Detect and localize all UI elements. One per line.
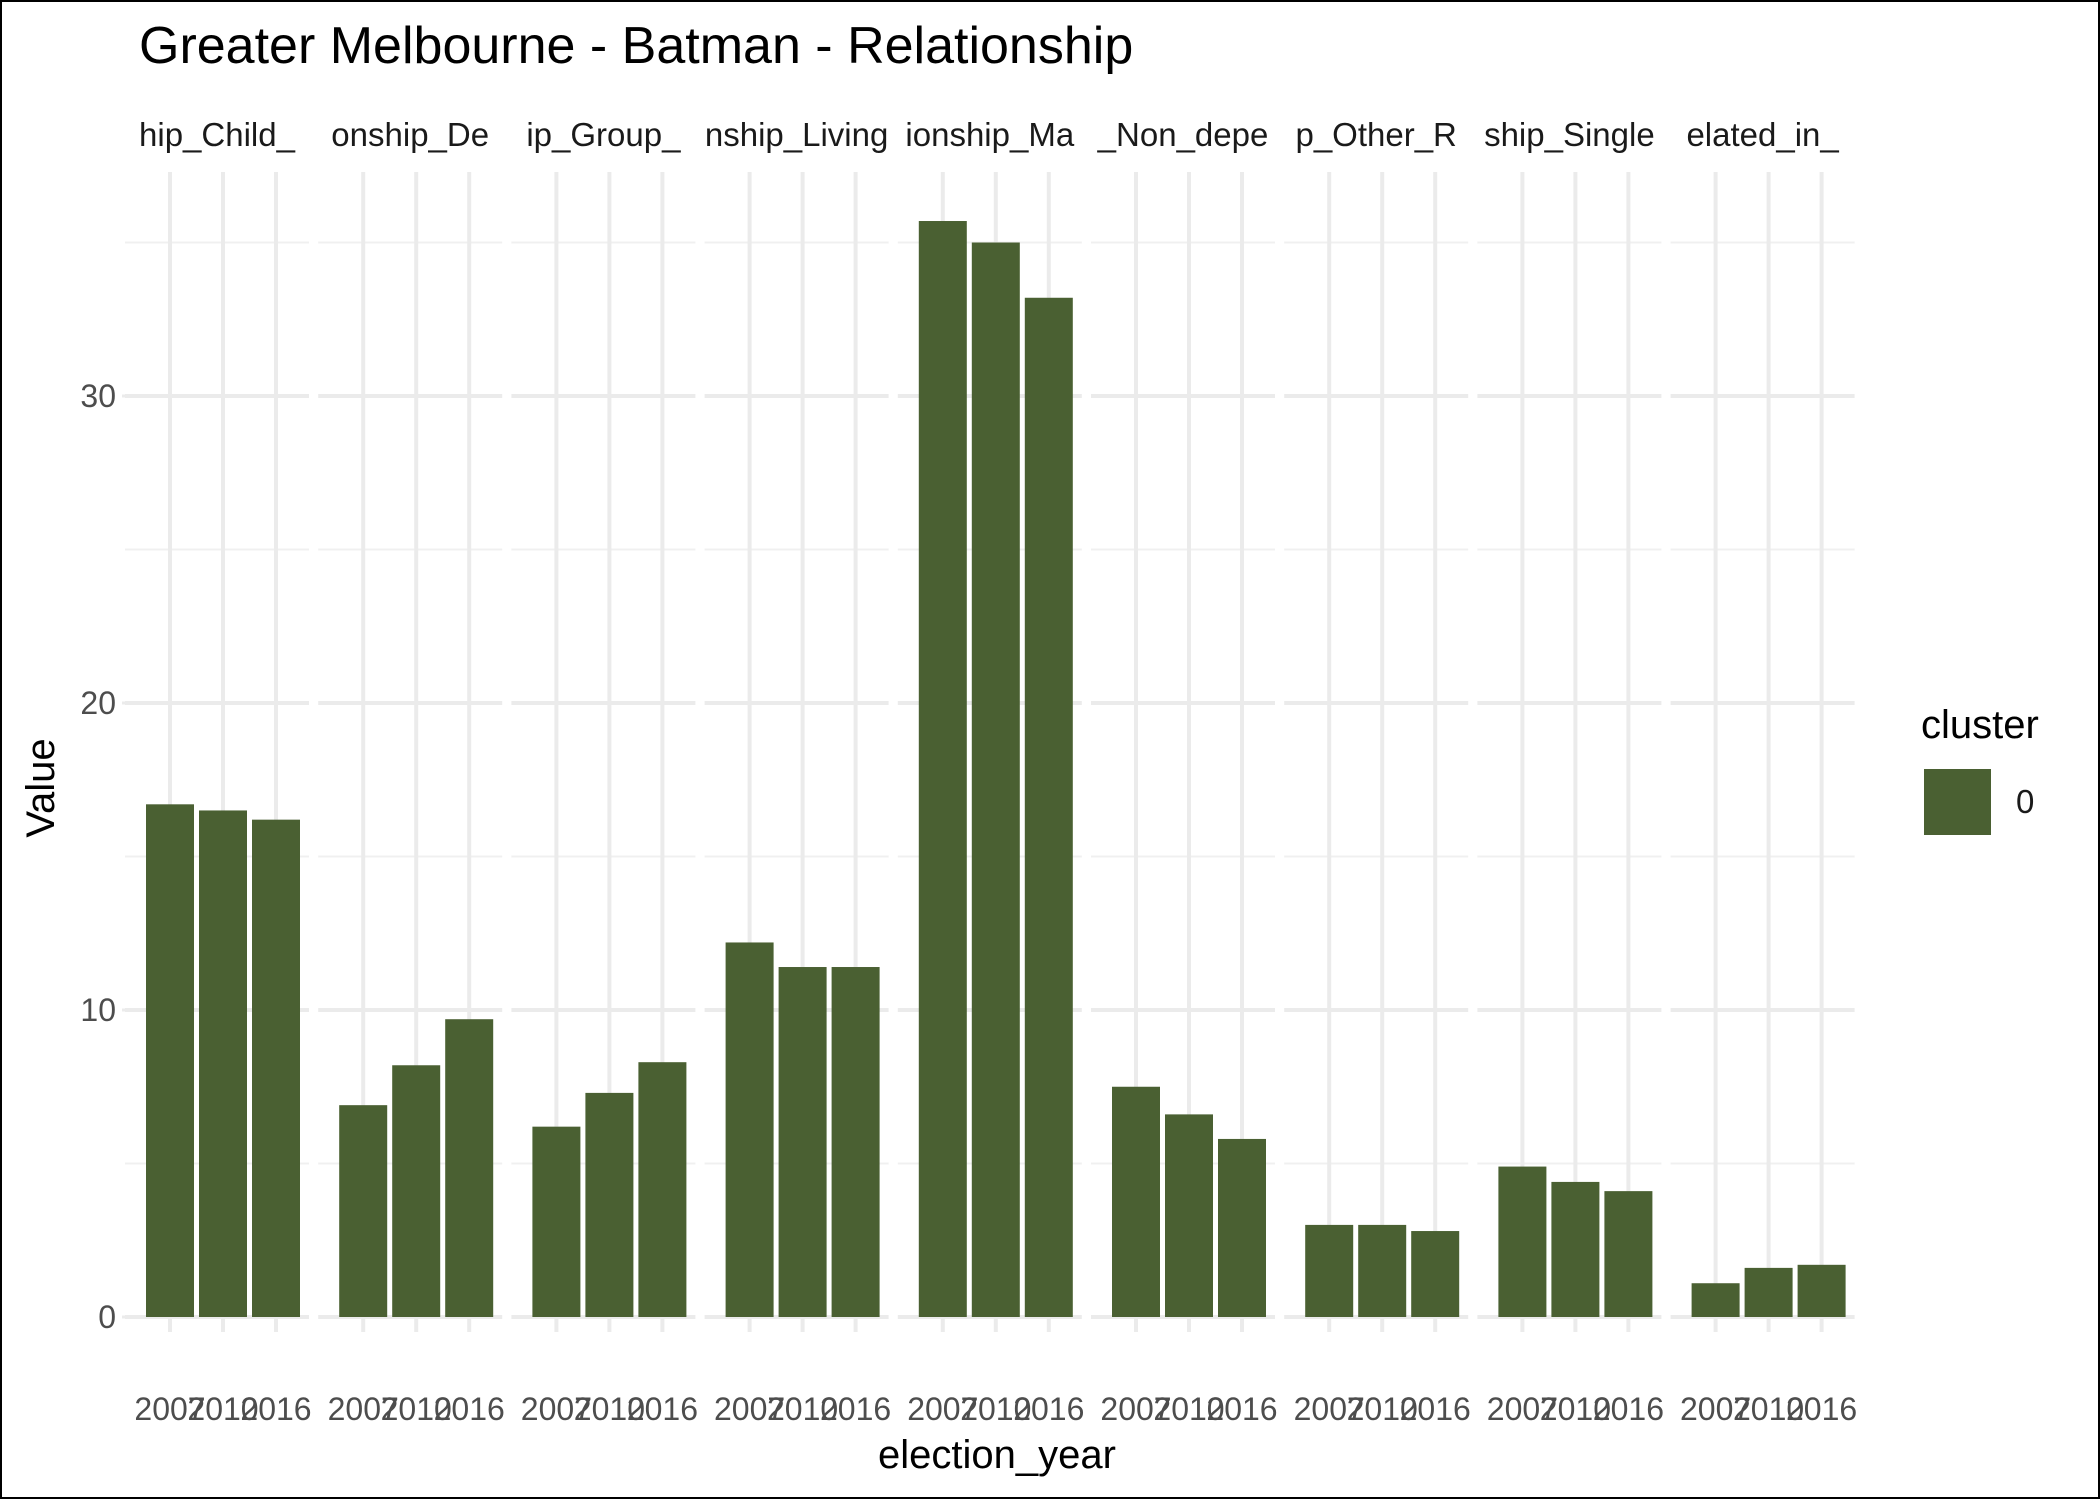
x-tick-label: 2007: [1680, 1391, 1751, 1427]
bar: [146, 804, 194, 1317]
bar: [1305, 1224, 1354, 1317]
facet-panel: onship_De: [318, 116, 503, 1332]
facet-panel: p_Other_R: [1284, 116, 1469, 1332]
x-tick-label: 2007: [1100, 1391, 1171, 1427]
bar: [1358, 1224, 1407, 1317]
facet-strip-label: ip_Group_: [526, 116, 681, 153]
x-tick-label: 2010: [1153, 1391, 1224, 1427]
facet-panel: hip_Child_: [125, 116, 309, 1332]
facet-strip-label: elated_in_: [1686, 116, 1839, 153]
legend-title: cluster: [1921, 703, 2039, 747]
x-tick-label: 2016: [1013, 1391, 1084, 1427]
x-tick-label: 2007: [907, 1391, 978, 1427]
x-tick-label: 2007: [328, 1391, 399, 1427]
x-tick-label: 2016: [1400, 1391, 1471, 1427]
bar: [585, 1092, 634, 1317]
x-tick-label: 2016: [1786, 1391, 1857, 1427]
x-tick-label: 2010: [767, 1391, 838, 1427]
bar: [445, 1019, 494, 1317]
legend-key-swatch: [1924, 769, 1991, 835]
x-axis-title: election_year: [878, 1433, 1116, 1477]
x-tick-label: 2010: [187, 1391, 258, 1427]
facet-panel: ship_Single: [1477, 116, 1662, 1332]
x-tick-label: 2010: [1347, 1391, 1418, 1427]
bar: [1498, 1166, 1547, 1317]
bar: [1691, 1283, 1740, 1317]
bar: [1411, 1231, 1460, 1317]
facet-strip-label: nship_Living: [705, 116, 888, 153]
bar: [1744, 1267, 1793, 1317]
x-tick-label: 2007: [1294, 1391, 1365, 1427]
legend: cluster 0: [1921, 703, 2039, 835]
chart-title: Greater Melbourne - Batman - Relationshi…: [139, 17, 1133, 75]
bar: [339, 1105, 388, 1317]
facet-strip-label: hip_Child_: [139, 116, 296, 153]
bar: [1604, 1191, 1653, 1317]
bar: [532, 1126, 581, 1317]
x-tick-label: 2016: [434, 1391, 505, 1427]
bar: [252, 819, 300, 1317]
bar: [971, 242, 1020, 1317]
legend-label: 0: [2016, 783, 2034, 820]
bar: [1165, 1114, 1213, 1317]
facet-strip-label: p_Other_R: [1295, 116, 1456, 153]
bar: [1551, 1181, 1600, 1317]
facet-strip-label: ship_Single: [1484, 116, 1655, 153]
bar: [831, 967, 880, 1317]
facet-strip-label: _Non_depe: [1097, 116, 1269, 153]
facet-panel: ip_Group_: [511, 116, 696, 1332]
bar: [725, 942, 774, 1317]
facet-panels: hip_Child_ onship_De ip_Group_ nship_Living…: [125, 116, 1855, 1332]
x-tick-label: 2010: [381, 1391, 452, 1427]
facet-strip-label: onship_De: [331, 116, 489, 153]
facet-panel: elated_in_: [1670, 116, 1855, 1332]
bar: [778, 967, 827, 1317]
x-tick-label: 2016: [627, 1391, 698, 1427]
bar: [199, 810, 247, 1317]
x-tick-label: 2007: [1487, 1391, 1558, 1427]
bar: [1112, 1086, 1160, 1317]
bar: [918, 221, 967, 1317]
y-tick-label: 10: [80, 992, 116, 1028]
bar: [1024, 297, 1073, 1317]
bar: [1218, 1138, 1266, 1317]
y-axis-title: Value: [19, 738, 63, 837]
x-tick-label: 2016: [1593, 1391, 1664, 1427]
x-tick-label: 2016: [240, 1391, 311, 1427]
x-tick-label: 2016: [1206, 1391, 1277, 1427]
x-tick-label: 2007: [521, 1391, 592, 1427]
x-tick-label: 2007: [134, 1391, 205, 1427]
x-tick-label: 2016: [820, 1391, 891, 1427]
bar: [1797, 1264, 1846, 1317]
x-tick-label: 2010: [574, 1391, 645, 1427]
y-tick-label: 20: [80, 685, 116, 721]
facet-panel: _Non_depe: [1091, 116, 1275, 1332]
facet-panel: ionship_Ma: [897, 116, 1082, 1332]
y-axis: 0 10 20 30: [80, 378, 128, 1335]
x-tick-label: 2010: [960, 1391, 1031, 1427]
x-tick-label: 2010: [1540, 1391, 1611, 1427]
facet-strip-label: ionship_Ma: [905, 116, 1074, 153]
facet-panel: nship_Living: [704, 116, 889, 1332]
bar: [638, 1062, 687, 1317]
x-tick-label: 2007: [714, 1391, 785, 1427]
bar: [392, 1065, 441, 1317]
x-tick-label: 2010: [1733, 1391, 1804, 1427]
y-tick-label: 0: [98, 1299, 116, 1335]
y-tick-label: 30: [80, 378, 116, 414]
